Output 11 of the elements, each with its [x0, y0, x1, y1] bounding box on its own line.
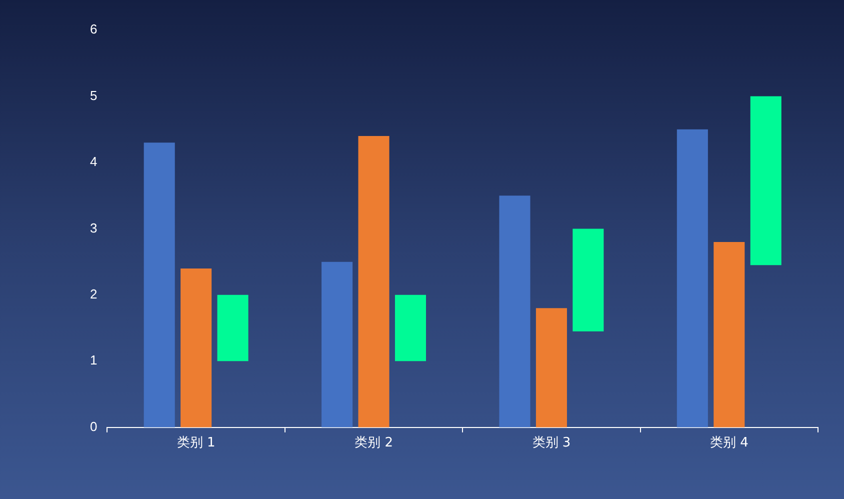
y-tick-label: 0 — [90, 418, 98, 434]
y-tick-label: 4 — [90, 154, 98, 170]
y-tick-label: 6 — [90, 22, 98, 37]
y-tick-label: 2 — [90, 286, 98, 302]
x-tick-label: 类别 3 — [532, 436, 571, 451]
y-tick-label: 5 — [90, 88, 98, 103]
y-tick-label: 1 — [90, 352, 98, 368]
y-tick-label: 3 — [90, 220, 98, 236]
x-tick-label: 类别 4 — [710, 436, 748, 451]
x-tick-label: 类别 2 — [354, 436, 393, 451]
x-tick-label: 类别 1 — [176, 436, 216, 451]
